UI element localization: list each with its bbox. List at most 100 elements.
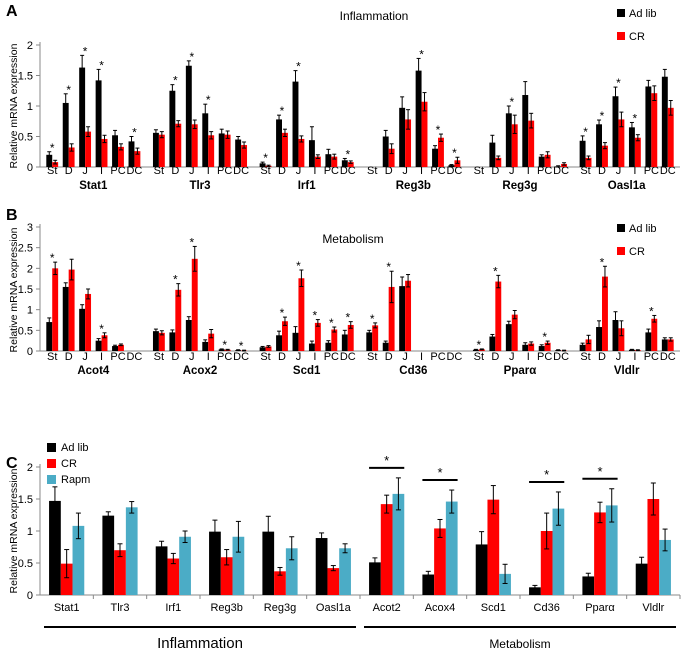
error-bar (342, 329, 347, 340)
significance-star: * (99, 58, 104, 72)
category-label: Reg3b (210, 602, 242, 614)
error-bar (455, 156, 460, 164)
bar-adlib (579, 140, 586, 167)
bar-cr (101, 138, 108, 167)
legend-swatch-cr (47, 459, 56, 468)
error-bar (512, 114, 517, 134)
significance-star: * (437, 465, 442, 480)
bar-cr (602, 276, 608, 351)
bar-cr (101, 335, 108, 351)
error-bar (69, 143, 74, 152)
error-bar (496, 274, 501, 289)
significance-star: * (597, 464, 602, 479)
bar-adlib (325, 342, 332, 351)
bar-adlib (112, 135, 118, 167)
bar-adlib (259, 163, 266, 167)
site-label: J (509, 165, 515, 177)
error-bar (602, 142, 607, 150)
bar-rapm (605, 505, 618, 595)
bar-adlib (185, 65, 192, 167)
site-label: DC (553, 165, 569, 177)
bar-cr (327, 568, 340, 595)
site-label: I (527, 165, 530, 177)
site-label: D (491, 351, 499, 363)
error-bar (433, 145, 438, 153)
bar-rapm (179, 536, 191, 595)
y-tick-label: 2 (27, 263, 33, 275)
error-bar (153, 328, 158, 334)
site-label: St (580, 351, 590, 363)
bar-cr (298, 278, 305, 351)
bar-adlib (432, 148, 438, 167)
significance-star: * (600, 255, 605, 269)
site-label: DC (553, 351, 569, 363)
category-label: Scd1 (481, 602, 506, 614)
y-tick-label: 2 (27, 40, 33, 52)
error-bar (224, 549, 230, 566)
significance-star: * (493, 264, 498, 278)
legend-label: CR (629, 31, 645, 43)
site-label: St (474, 351, 484, 363)
site-label: DC (233, 165, 249, 177)
error-bar (236, 136, 241, 144)
bar-cr (265, 346, 272, 351)
bar-cr (220, 557, 233, 595)
significance-star: * (384, 453, 389, 468)
site-label: J (296, 351, 302, 363)
site-label: PC (324, 351, 339, 363)
error-bar (236, 349, 241, 352)
error-bar (96, 338, 101, 344)
bar-adlib (635, 563, 648, 595)
error-bar (192, 245, 197, 272)
bar-rapm (659, 539, 671, 595)
gene-label: Scd1 (293, 365, 321, 377)
significance-star: * (419, 47, 424, 61)
category-label: Oasl1a (316, 602, 352, 614)
gene-label: Stat1 (79, 180, 108, 192)
error-bar (609, 488, 615, 523)
site-label: D (65, 165, 73, 177)
error-bar (242, 349, 247, 352)
significance-star: * (173, 273, 178, 287)
bar-adlib (276, 335, 282, 351)
bar-adlib (202, 341, 209, 351)
bar-adlib (369, 562, 381, 595)
bar-adlib (382, 342, 389, 351)
category-label: Stat1 (54, 602, 80, 614)
bar-rapm (285, 548, 298, 595)
error-bar (395, 477, 401, 511)
site-label: PC (537, 351, 552, 363)
gene-label: Oasl1a (608, 180, 646, 192)
gene-label: Irf1 (298, 180, 317, 192)
error-bar (662, 528, 668, 552)
bar-adlib (169, 332, 176, 351)
error-bar (629, 348, 634, 351)
bar-cr (68, 269, 75, 351)
error-bar (652, 85, 657, 102)
error-bar (400, 276, 405, 296)
error-bar (235, 520, 241, 553)
bar-adlib (612, 96, 619, 167)
bar-adlib (128, 141, 135, 167)
error-bar (348, 160, 353, 164)
site-label: J (616, 165, 622, 177)
bar-cr (191, 124, 198, 167)
error-bar (309, 126, 314, 155)
site-label: J (296, 165, 302, 177)
site-label: D (385, 351, 393, 363)
error-bar (529, 112, 534, 129)
site-label: PC (430, 351, 445, 363)
error-bar (668, 100, 673, 116)
bar-rapm (499, 573, 511, 595)
error-bar (597, 119, 602, 130)
error-bar (545, 340, 550, 345)
site-label: St (367, 165, 377, 177)
error-bar (619, 320, 624, 337)
significance-star: * (649, 304, 654, 318)
gene-label: Pparα (504, 365, 537, 377)
error-bar (129, 136, 134, 147)
site-label: D (278, 351, 286, 363)
error-bar (176, 283, 181, 297)
significance-star: * (436, 123, 441, 137)
error-bar (265, 515, 271, 548)
